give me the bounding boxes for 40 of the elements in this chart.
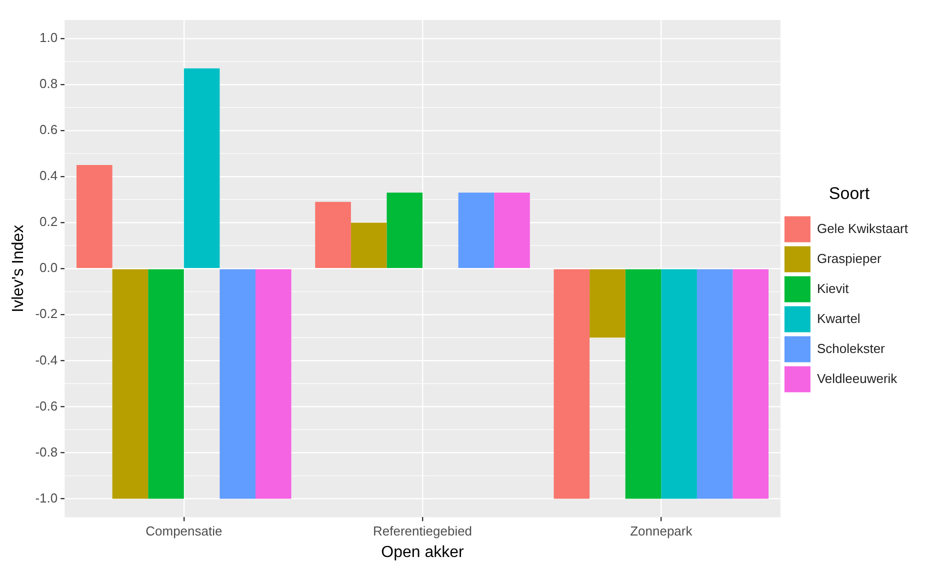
y-tick-label: 0.2 xyxy=(40,214,58,230)
bar xyxy=(494,192,530,268)
y-tick-label: 1.0 xyxy=(40,30,58,45)
legend-label: Gele Kwikstaart xyxy=(816,220,908,236)
y-tick-label: -0.6 xyxy=(35,398,58,414)
y-tick-label: -1.0 xyxy=(35,490,58,506)
y-tick-label: 0.0 xyxy=(40,260,58,276)
legend-label: Kwartel xyxy=(816,310,860,326)
bar xyxy=(386,192,423,268)
x-axis-title: Open akker xyxy=(381,544,465,561)
legend-title: Soort xyxy=(828,184,870,203)
bar xyxy=(590,269,626,338)
x-tick-label: Zonnepark xyxy=(630,524,693,539)
bar xyxy=(76,165,112,268)
bar xyxy=(732,269,769,499)
bar xyxy=(112,269,148,499)
bar xyxy=(554,269,590,499)
x-tick-label: Compensatie xyxy=(146,524,222,539)
bar xyxy=(184,68,220,268)
bar xyxy=(625,269,662,499)
y-tick-label: -0.2 xyxy=(35,306,58,322)
legend-label: Scholekster xyxy=(816,340,886,356)
legend-label: Kievit xyxy=(816,280,850,296)
bar xyxy=(661,269,697,499)
y-axis-title: Ivlev's Index xyxy=(10,224,28,312)
x-tick-label: Referentiegebied xyxy=(373,524,472,539)
legend-label: Graspieper xyxy=(816,250,882,266)
y-tick-label: -0.4 xyxy=(35,352,58,368)
y-tick-label: -0.8 xyxy=(35,444,58,460)
bar xyxy=(696,269,733,499)
legend-label: Veldleeuwerik xyxy=(816,370,898,386)
bar xyxy=(256,269,292,499)
bar xyxy=(148,269,184,499)
bar xyxy=(220,269,256,499)
bar xyxy=(458,192,494,268)
y-tick-label: 0.4 xyxy=(40,168,58,184)
bar xyxy=(350,222,387,268)
y-tick-label: 0.6 xyxy=(40,122,58,138)
y-tick-label: 0.8 xyxy=(40,76,58,92)
bar xyxy=(315,202,351,268)
